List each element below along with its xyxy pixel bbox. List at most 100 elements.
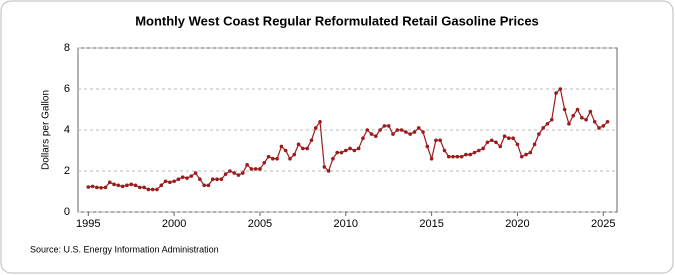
x-tick-label: 2005: [248, 218, 272, 230]
point: [554, 91, 558, 95]
point: [356, 146, 361, 151]
point: [601, 124, 606, 128]
point: [95, 185, 99, 190]
point: [236, 173, 241, 177]
point: [279, 144, 284, 149]
point: [159, 183, 164, 188]
point: [378, 128, 382, 132]
point: [120, 184, 125, 189]
point: [588, 109, 593, 114]
point: [507, 136, 511, 140]
point: [528, 150, 533, 155]
point: [494, 140, 498, 145]
point: [562, 107, 567, 112]
point: [425, 144, 430, 149]
point: [519, 154, 524, 159]
point: [322, 165, 327, 169]
x-tick-label: 2000: [162, 218, 186, 230]
point: [541, 126, 545, 130]
point: [146, 187, 151, 192]
point: [567, 122, 571, 126]
point: [485, 140, 490, 145]
point: [223, 172, 228, 176]
point: [129, 182, 134, 187]
point: [532, 142, 537, 147]
point: [99, 186, 103, 190]
point: [107, 180, 112, 185]
point: [189, 174, 194, 178]
point: [228, 169, 232, 173]
x-tick-label: 1995: [76, 218, 100, 230]
point: [245, 163, 249, 167]
x-tick-label: 2020: [505, 218, 529, 230]
point: [549, 117, 554, 122]
point: [202, 183, 206, 188]
point: [163, 179, 168, 184]
point: [451, 154, 455, 159]
point: [343, 148, 348, 153]
point: [515, 142, 520, 147]
point: [206, 183, 211, 188]
point: [86, 185, 91, 189]
x-tick-label: 2015: [419, 218, 443, 230]
point: [429, 156, 434, 161]
point: [326, 169, 331, 173]
point: [498, 144, 503, 149]
point: [137, 185, 142, 190]
point: [455, 154, 460, 159]
point: [313, 126, 318, 130]
point: [584, 117, 588, 122]
point: [185, 176, 189, 180]
point: [180, 175, 185, 179]
point: [558, 87, 563, 91]
point: [142, 185, 146, 190]
point: [232, 171, 237, 175]
point: [545, 122, 550, 126]
point: [292, 152, 297, 157]
point: [249, 167, 254, 171]
y-tick-label: 2: [64, 165, 70, 177]
point: [369, 132, 374, 136]
point: [446, 154, 451, 159]
point: [305, 146, 309, 151]
point: [580, 115, 584, 120]
point: [386, 124, 391, 128]
point: [605, 120, 610, 124]
point: [348, 146, 352, 151]
point: [434, 138, 438, 143]
point: [575, 107, 580, 112]
point: [477, 148, 481, 153]
point: [489, 138, 494, 143]
y-tick-label: 0: [64, 206, 70, 218]
point: [168, 180, 172, 185]
point: [172, 179, 176, 184]
point: [193, 171, 198, 175]
point: [421, 130, 425, 134]
point: [361, 136, 365, 140]
point: [210, 177, 215, 181]
point: [468, 152, 473, 157]
point: [258, 167, 262, 171]
point: [331, 156, 335, 161]
point: [571, 113, 576, 118]
y-tick-label: 8: [64, 42, 70, 54]
point: [155, 187, 159, 192]
point: [150, 187, 155, 192]
point: [335, 150, 340, 155]
point: [416, 126, 421, 130]
point: [365, 128, 370, 132]
chart-title: Monthly West Coast Regular Reformulated …: [135, 13, 539, 28]
x-tick-label: 2010: [334, 218, 358, 230]
point: [382, 124, 387, 128]
point: [198, 177, 202, 181]
point: [481, 146, 485, 151]
point: [103, 185, 108, 190]
point: [442, 148, 447, 153]
point: [219, 177, 224, 181]
point: [524, 152, 528, 157]
point: [472, 150, 477, 155]
y-tick-label: 4: [64, 124, 70, 136]
